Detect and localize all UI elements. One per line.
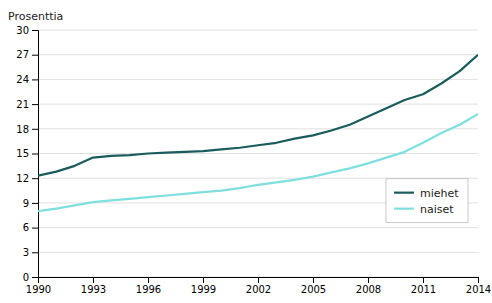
y-tick-label: 9 (23, 198, 29, 209)
legend-label: miehet (420, 187, 459, 200)
grid-line (38, 30, 478, 31)
y-tick: 3 (23, 247, 38, 258)
x-tick-label: 2002 (246, 284, 271, 295)
x-tick: 2008 (356, 277, 381, 295)
x-tick: 1996 (136, 277, 161, 295)
x-tick-label: 1999 (191, 284, 216, 295)
x-tick-mark (93, 277, 94, 283)
legend: miehet naiset (386, 179, 468, 223)
y-tick-mark (32, 203, 38, 204)
y-tick: 18 (16, 124, 38, 135)
y-tick-mark (32, 277, 38, 278)
y-tick-mark (32, 55, 38, 56)
y-tick-label: 30 (16, 25, 29, 36)
y-tick: 30 (16, 25, 38, 36)
legend-item: miehet (394, 187, 459, 200)
x-tick-mark (258, 277, 259, 283)
x-tick-mark (368, 277, 369, 283)
legend-frame (386, 179, 468, 223)
grid-line (38, 252, 478, 253)
grid-line (38, 104, 478, 105)
y-tick: 27 (16, 49, 38, 60)
y-tick-mark (32, 228, 38, 229)
y-axis-title: Prosenttia (8, 10, 63, 23)
grid (38, 30, 478, 277)
x-tick: 1990 (26, 277, 51, 295)
x-axis: 1990 1993 1996 1999 2002 2005 2008 2011 2014 (26, 277, 491, 295)
y-tick-mark (32, 79, 38, 80)
x-tick-mark (148, 277, 149, 283)
grid-line (38, 128, 478, 129)
y-tick-mark (32, 178, 38, 179)
y-tick: 15 (16, 148, 38, 159)
y-axis: 0 3 6 9 12 15 18 21 24 27 30 (16, 25, 38, 283)
x-tick-mark (38, 277, 39, 283)
y-tick-label: 21 (16, 99, 29, 110)
y-tick: 12 (16, 173, 38, 184)
y-tick-label: 24 (16, 74, 29, 85)
y-tick-label: 27 (16, 49, 29, 60)
legend-swatch (394, 208, 414, 210)
y-tick-label: 15 (16, 148, 29, 159)
x-tick-label: 2008 (356, 284, 381, 295)
x-tick-mark (313, 277, 314, 283)
y-tick-mark (32, 104, 38, 105)
x-axis-line (39, 278, 479, 284)
x-tick: 2014 (466, 277, 491, 295)
chart-container: 0 3 6 9 12 15 18 21 24 27 30 1990 1993 1996 1999 2002 20… (0, 0, 492, 303)
x-tick-label: 2005 (301, 284, 326, 295)
y-tick-mark (32, 154, 38, 155)
plot-area: 0 3 6 9 12 15 18 21 24 27 30 1990 1993 1996 1999 2002 20… (16, 25, 491, 295)
chart-svg: 0 3 6 9 12 15 18 21 24 27 30 1990 1993 1996 1999 2002 20… (0, 0, 492, 303)
x-tick: 2011 (411, 277, 436, 295)
x-tick: 1993 (81, 277, 106, 295)
y-tick-label: 12 (16, 173, 29, 184)
x-tick-label: 1996 (136, 284, 161, 295)
x-tick-mark (423, 277, 424, 283)
x-tick-label: 2014 (466, 284, 491, 295)
x-tick: 2005 (301, 277, 326, 295)
x-tick-label: 2011 (411, 284, 436, 295)
y-tick-label: 3 (23, 247, 29, 258)
x-tick-label: 1990 (26, 284, 51, 295)
y-tick: 24 (16, 74, 38, 85)
y-tick-label: 0 (23, 272, 29, 283)
legend-swatch (394, 192, 414, 194)
x-tick-label: 1993 (81, 284, 106, 295)
x-tick-mark (478, 277, 479, 283)
x-tick-mark (203, 277, 204, 283)
y-tick-label: 6 (23, 222, 29, 233)
legend-label: naiset (420, 203, 454, 216)
x-tick: 1999 (191, 277, 216, 295)
x-tick: 2002 (246, 277, 271, 295)
y-tick-label: 18 (16, 124, 29, 135)
grid-line (38, 79, 478, 80)
series-line (38, 55, 478, 176)
y-tick-mark (32, 30, 38, 31)
y-axis-line (32, 31, 39, 278)
grid-line (38, 227, 478, 228)
y-tick: 6 (23, 222, 38, 233)
legend-item: naiset (394, 203, 454, 216)
y-tick: 21 (16, 99, 38, 110)
y-tick-mark (32, 252, 38, 253)
y-tick: 0 (23, 272, 38, 283)
grid-line (38, 54, 478, 55)
y-tick-mark (32, 129, 38, 130)
grid-line (38, 153, 478, 154)
y-tick: 9 (23, 198, 38, 209)
